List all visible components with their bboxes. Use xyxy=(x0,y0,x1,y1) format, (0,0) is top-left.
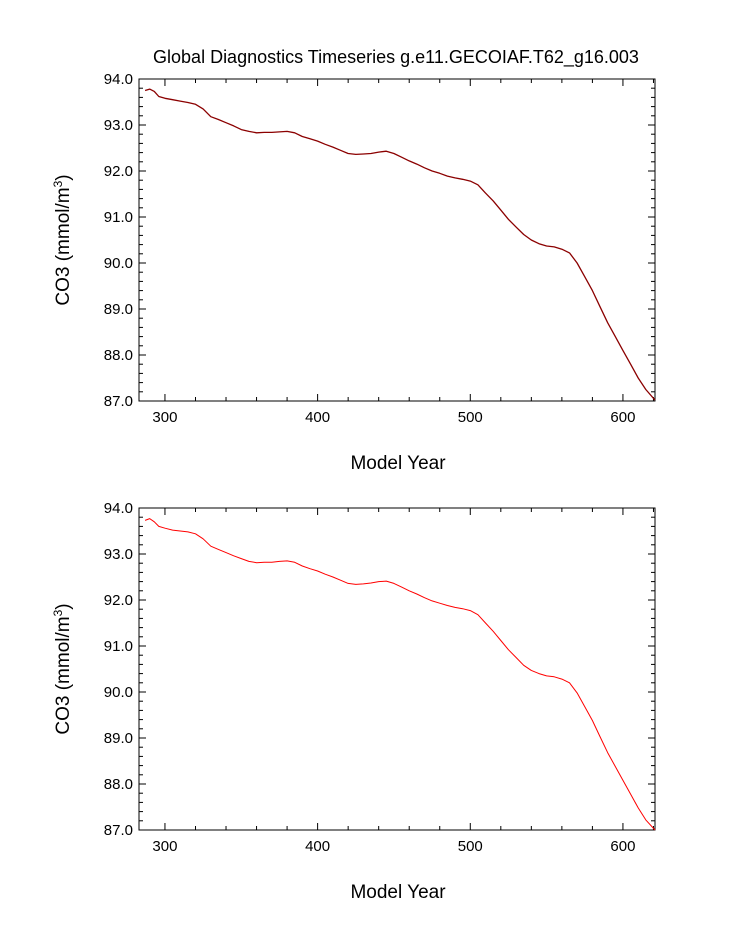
y-axis-title-close: ) xyxy=(53,174,74,180)
chart-panel-top: 300 400 500 600 87.0 88.0 89.0 90.0 91.0 92.0 93.0… xyxy=(51,71,656,474)
chart-title: Global Diagnostics Timeseries g.e11.GECO… xyxy=(153,47,639,68)
y-axis-title-close: ) xyxy=(53,603,74,609)
y-tick-label: 91.0 xyxy=(104,638,133,655)
y-tick-label: 88.0 xyxy=(104,347,133,364)
y-tick-label: 89.0 xyxy=(104,301,133,318)
x-tick-label: 600 xyxy=(610,838,635,855)
x-tick-label: 500 xyxy=(458,409,483,426)
plot-frame xyxy=(138,78,656,402)
y-axis-title-main: CO3 (mmol/m xyxy=(53,616,74,734)
y-tick-label: 90.0 xyxy=(104,684,133,701)
y-tick-label: 88.0 xyxy=(104,776,133,793)
y-tick-label: 94.0 xyxy=(104,500,133,517)
y-tick-label: 92.0 xyxy=(104,163,133,180)
y-tick-label: 87.0 xyxy=(104,822,133,839)
chart-panel-bottom: 300 400 500 600 87.0 88.0 89.0 90.0 91.0 92.0 93.0… xyxy=(51,500,656,903)
y-tick-label: 93.0 xyxy=(104,546,133,563)
y-axis-title-main: CO3 (mmol/m xyxy=(53,187,74,305)
plot-frame xyxy=(138,507,656,831)
series-line-co3 xyxy=(144,518,656,831)
y-tick-label: 89.0 xyxy=(104,730,133,747)
x-tick-label: 300 xyxy=(152,838,177,855)
y-tick-label: 92.0 xyxy=(104,592,133,609)
y-tick-label: 93.0 xyxy=(104,117,133,134)
series-line-co3 xyxy=(144,88,656,401)
x-tick-label: 500 xyxy=(458,838,483,855)
x-tick-label: 400 xyxy=(305,409,330,426)
y-axis-title-superscript: 3 xyxy=(51,609,65,616)
y-tick-label: 91.0 xyxy=(104,209,133,226)
x-tick-label: 400 xyxy=(305,838,330,855)
y-axis-title: CO3 (mmol/m3) xyxy=(51,174,74,305)
y-axis-title-superscript: 3 xyxy=(51,180,65,187)
y-tick-label: 90.0 xyxy=(104,255,133,272)
x-axis-title: Model Year xyxy=(350,453,446,474)
x-tick-label: 300 xyxy=(152,409,177,426)
x-tick-label: 600 xyxy=(610,409,635,426)
y-tick-label: 94.0 xyxy=(104,71,133,88)
y-axis-title: CO3 (mmol/m3) xyxy=(51,603,74,734)
x-axis-title: Model Year xyxy=(350,882,446,903)
y-tick-label: 87.0 xyxy=(104,393,133,410)
